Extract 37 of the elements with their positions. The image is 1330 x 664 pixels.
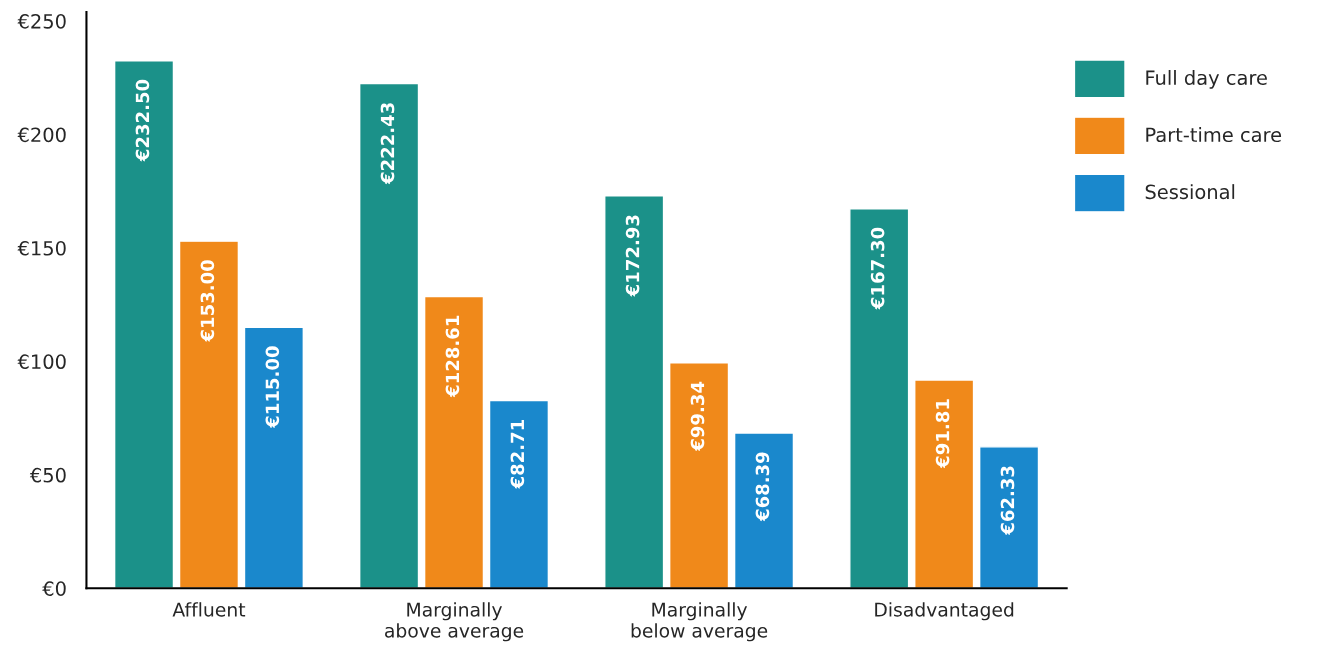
bar (178, 240, 240, 589)
bar (358, 82, 420, 589)
data-label: €172.93 (625, 215, 640, 297)
bar (243, 326, 305, 589)
x-tick-label: Marginally below average (631, 602, 768, 642)
data-label: €167.30 (870, 227, 885, 310)
x-tick-label: Affluent (172, 602, 246, 617)
data-label: €82.71 (510, 420, 525, 489)
bar (488, 399, 550, 589)
y-tick-label: €250 (17, 13, 66, 29)
data-label: €91.81 (935, 399, 950, 469)
data-label: €62.33 (1000, 466, 1015, 536)
y-tick-label: €0 (42, 581, 66, 596)
y-tick-label: €150 (17, 240, 66, 256)
data-label: €153.00 (200, 260, 215, 342)
x-tick-label: Marginally above average (385, 602, 524, 642)
data-label: €68.39 (755, 452, 770, 522)
bar (113, 60, 175, 589)
data-label: €99.34 (690, 381, 705, 452)
x-tick-label: Disadvantaged (875, 602, 1014, 621)
y-tick-label: €200 (17, 127, 66, 143)
data-label: €232.50 (135, 79, 150, 162)
legend-label: Sessional (1145, 184, 1235, 200)
bar (604, 195, 665, 589)
legend-label: Full day care (1146, 69, 1267, 89)
y-tick-label: €100 (17, 354, 66, 370)
bar (978, 446, 1040, 589)
bar (849, 207, 910, 589)
bar (733, 432, 795, 589)
bar (423, 295, 485, 589)
data-label: €222.43 (380, 103, 395, 185)
data-label: €128.61 (445, 315, 460, 398)
bar (914, 379, 975, 589)
data-label: €115.00 (265, 346, 280, 429)
y-tick-label: €50 (29, 467, 66, 483)
legend-label: Part-time care (1146, 127, 1282, 143)
bar (668, 362, 730, 589)
